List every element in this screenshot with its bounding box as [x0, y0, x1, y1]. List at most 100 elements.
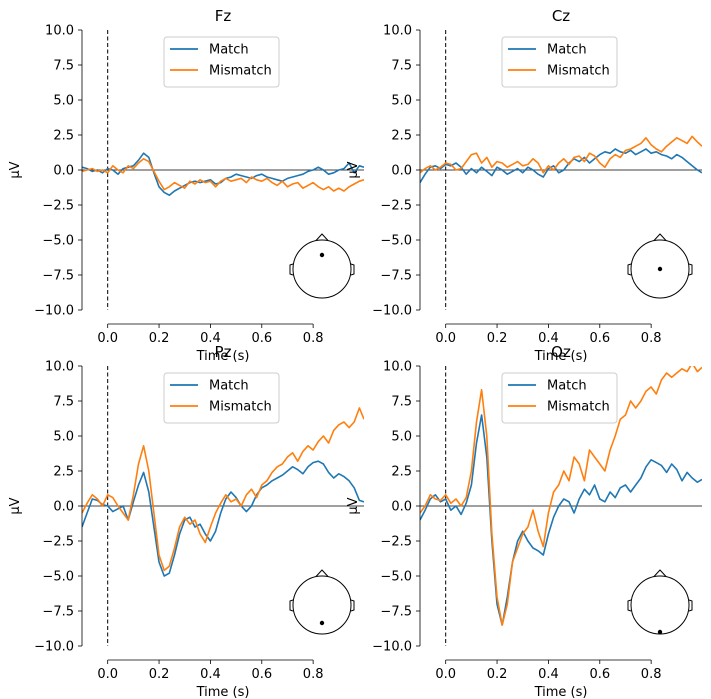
x-axis-label: Time (s): [534, 685, 588, 699]
nose-shape: [315, 569, 329, 577]
series-group: [420, 135, 702, 184]
y-tick-label: 5.0: [53, 94, 74, 109]
y-tick-label: 7.5: [53, 395, 74, 410]
panel-title: Fz: [215, 7, 232, 25]
head-outline: [630, 239, 690, 299]
y-tick-label: 10.0: [45, 24, 74, 39]
legend-label-match: Match: [209, 379, 249, 394]
x-tick-label: 0.8: [303, 331, 324, 346]
y-tick-label: 0.0: [53, 164, 74, 179]
sensor-dot: [657, 266, 663, 272]
nose-shape: [653, 569, 667, 577]
sensor-head-icon: [627, 569, 693, 635]
left-ear-shape: [289, 263, 294, 276]
y-tick-label: −5.0: [380, 570, 412, 585]
y-tick-label: −10.0: [372, 304, 412, 319]
right-ear-shape: [688, 263, 693, 276]
y-tick-label: 10.0: [45, 360, 74, 375]
x-tick-label: 0.4: [538, 667, 559, 682]
panel-pz: 10.0 7.5 5.0 2.5 0.0 −2.5 −5.0 −7.5 −10.0 0.0 0.2 0…: [8, 343, 364, 699]
y-tick-label: 2.5: [53, 465, 74, 480]
y-tick-label: 0.0: [391, 500, 412, 515]
y-tick-label: 5.0: [391, 430, 412, 445]
y-tick-label: −7.5: [42, 269, 74, 284]
sensor-dot: [319, 252, 325, 258]
y-tick-label: −2.5: [42, 535, 74, 550]
panel-oz: 10.0 7.5 5.0 2.5 0.0 −2.5 −5.0 −7.5 −10.0 0.0 0.2 0…: [346, 343, 702, 699]
nose-shape: [315, 233, 329, 241]
x-tick-label: 0.8: [641, 667, 662, 682]
series-group: [82, 407, 364, 577]
x-tick-label: 0.0: [435, 331, 456, 346]
x-tick-label: 0.6: [251, 331, 272, 346]
head-outline: [292, 575, 352, 635]
y-tick-label: 10.0: [383, 360, 412, 375]
x-axis-label: Time (s): [196, 349, 250, 364]
x-tick-label: 0.2: [487, 667, 508, 682]
y-tick-label: −5.0: [42, 234, 74, 249]
panel-title: Pz: [215, 343, 232, 361]
right-ear-shape: [350, 263, 355, 276]
head-outline: [292, 239, 352, 299]
series-group: [82, 152, 364, 196]
x-tick-label: 0.8: [303, 667, 324, 682]
sensor-head-icon: [289, 569, 355, 635]
x-tick-label: 0.6: [589, 667, 610, 682]
left-ear-shape: [627, 263, 632, 276]
y-tick-label: 0.0: [391, 164, 412, 179]
sensor-head-icon: [627, 233, 693, 299]
y-axis-label: µV: [346, 497, 361, 514]
left-ear-shape: [627, 599, 632, 612]
y-tick-label: −5.0: [42, 570, 74, 585]
y-tick-label: −10.0: [372, 640, 412, 655]
x-tick-label: 0.4: [200, 667, 221, 682]
sensor-head-icon: [289, 233, 355, 299]
series-line-mismatch: [420, 366, 702, 626]
series-line-match: [420, 414, 702, 626]
y-tick-label: 2.5: [391, 465, 412, 480]
y-tick-label: 7.5: [391, 395, 412, 410]
y-tick-label: 0.0: [53, 500, 74, 515]
x-tick-label: 0.4: [538, 331, 559, 346]
x-tick-label: 0.8: [641, 331, 662, 346]
legend-label-mismatch: Mismatch: [547, 400, 610, 415]
x-axis-label: Time (s): [196, 685, 250, 699]
series-line-mismatch: [82, 158, 364, 192]
legend-label-match: Match: [547, 43, 587, 58]
x-axis-label: Time (s): [534, 349, 588, 364]
y-tick-label: 7.5: [53, 59, 74, 74]
y-tick-label: −7.5: [42, 605, 74, 620]
sensor-dot: [657, 629, 663, 635]
panel-title: Oz: [551, 343, 571, 361]
y-tick-label: −2.5: [380, 199, 412, 214]
y-tick-label: 5.0: [391, 94, 412, 109]
y-tick-label: −2.5: [42, 199, 74, 214]
y-tick-label: 2.5: [391, 129, 412, 144]
x-tick-label: 0.0: [97, 331, 118, 346]
x-tick-label: 0.4: [200, 331, 221, 346]
legend-label-mismatch: Mismatch: [209, 64, 272, 79]
y-tick-label: −10.0: [34, 304, 74, 319]
y-axis-label: µV: [8, 497, 23, 514]
legend-label-mismatch: Mismatch: [547, 64, 610, 79]
y-tick-label: 7.5: [391, 59, 412, 74]
legend-label-mismatch: Mismatch: [209, 400, 272, 415]
y-tick-label: 2.5: [53, 129, 74, 144]
x-tick-label: 0.0: [435, 667, 456, 682]
series-line-mismatch: [420, 135, 702, 174]
x-tick-label: 0.6: [251, 667, 272, 682]
x-tick-label: 0.6: [589, 331, 610, 346]
y-tick-label: 10.0: [383, 24, 412, 39]
series-line-match: [420, 148, 702, 184]
series-group: [420, 366, 702, 626]
x-tick-label: 0.0: [97, 667, 118, 682]
panel-cz: 10.0 7.5 5.0 2.5 0.0 −2.5 −5.0 −7.5 −10.0 0.0 0.2 0…: [346, 7, 702, 364]
y-tick-label: −7.5: [380, 605, 412, 620]
legend-label-match: Match: [547, 379, 587, 394]
y-tick-label: −7.5: [380, 269, 412, 284]
sensor-dot: [319, 620, 325, 626]
legend-label-match: Match: [209, 43, 249, 58]
y-axis-label: µV: [346, 161, 361, 178]
y-tick-label: −2.5: [380, 535, 412, 550]
